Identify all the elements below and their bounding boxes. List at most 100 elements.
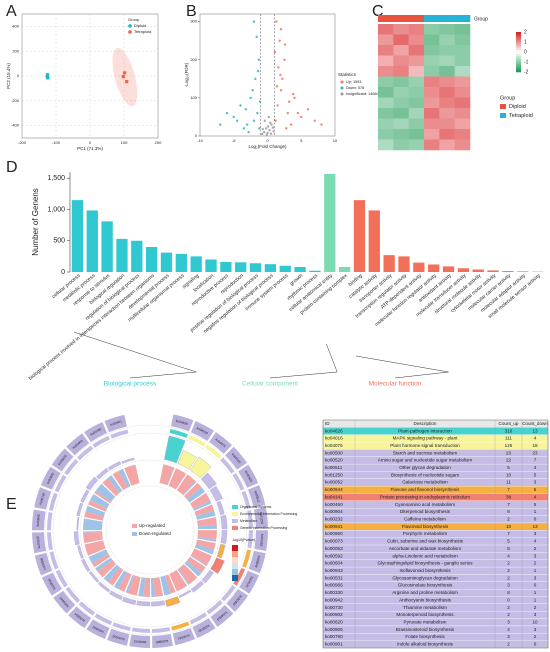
heatmap-cell — [439, 55, 455, 67]
table-cell: Isoflavonoid biosynthesis — [399, 568, 451, 573]
count-bar — [88, 571, 100, 583]
sector-id: ko00944 — [254, 555, 261, 568]
heatmap-cell — [393, 45, 409, 56]
table-header: Count_up — [499, 421, 519, 426]
down-sector — [107, 475, 123, 493]
colorbar-step — [232, 545, 238, 551]
point — [45, 73, 50, 77]
colorbar-step — [516, 60, 521, 63]
class-sector — [48, 492, 58, 511]
heatmap-cell — [408, 24, 425, 35]
table-header: Description — [414, 421, 437, 426]
point — [254, 77, 257, 81]
down-sector — [125, 574, 135, 594]
count-bar — [107, 461, 122, 471]
point — [265, 133, 269, 137]
group-bracket — [355, 355, 449, 379]
point — [273, 50, 277, 54]
down-sector — [113, 570, 128, 590]
point — [249, 96, 252, 100]
group-annotation — [408, 15, 425, 22]
outer-sector — [254, 530, 268, 551]
point — [291, 92, 295, 96]
table-cell: 4 — [507, 553, 510, 558]
sector-id: ko00592 — [92, 625, 105, 634]
table-cell: Starch and sucrose metabolism — [393, 450, 458, 455]
legend-swatch — [232, 512, 238, 516]
sector-id: ko00943 — [58, 596, 69, 608]
legend-label: Insignificant: 14684 — [346, 92, 379, 96]
count-bar — [136, 600, 151, 607]
bar — [517, 271, 529, 272]
bar — [472, 269, 484, 272]
down-sector — [186, 487, 206, 503]
down-sector — [184, 560, 202, 577]
table-cell: 5 — [507, 465, 510, 470]
down-sector — [177, 568, 190, 585]
sector-id: ko00941 — [177, 633, 190, 641]
point — [219, 123, 222, 126]
outer-sector — [172, 627, 196, 646]
x-axis-label: Log₂(Fold Change) — [248, 144, 287, 149]
x-tick-label: 100 — [121, 140, 128, 145]
table-cell: Folate biosynthesis — [405, 634, 445, 639]
heatmap-cell — [378, 45, 394, 56]
table-cell: 7 — [507, 502, 510, 507]
sector-id: ko00902 — [46, 472, 55, 485]
heatmap-cell — [454, 97, 471, 109]
heatmap-cell — [454, 139, 471, 151]
sector-id: ko04141 — [245, 576, 254, 589]
x-tick-label: -10 — [197, 138, 204, 143]
sector-id: ko00073 — [134, 639, 147, 644]
outer-sector — [84, 422, 108, 443]
point — [258, 127, 261, 130]
count-bar — [76, 517, 80, 531]
up-sector — [168, 468, 186, 490]
heatmap-cell — [424, 87, 440, 98]
point — [242, 127, 246, 130]
outer-sector — [152, 633, 173, 648]
heatmap-cell — [378, 24, 394, 35]
table-cell: 2 — [507, 575, 510, 580]
up-sector — [83, 531, 103, 544]
point — [251, 89, 254, 92]
point — [264, 127, 268, 130]
class-sector — [151, 627, 171, 633]
bar — [264, 264, 277, 272]
table-cell: 3 — [534, 612, 537, 617]
up-sector — [124, 464, 140, 486]
sector-id: ko00730 — [39, 492, 46, 505]
up-sector — [190, 548, 212, 566]
sector-id: ko04075 — [215, 437, 227, 448]
table-cell: Flavonoid biosynthesis — [402, 524, 449, 529]
count-bar — [80, 489, 90, 503]
y-tick-label: 200 — [190, 57, 197, 62]
sector-id: ko00904 — [216, 611, 228, 622]
point — [266, 131, 269, 135]
point — [269, 121, 272, 124]
class-sector — [232, 473, 245, 491]
legend-swatch — [128, 24, 132, 28]
legend-title: Group — [128, 17, 140, 22]
table-cell: 3 — [534, 575, 537, 580]
point — [296, 111, 300, 115]
up-sector — [88, 500, 108, 512]
point — [271, 126, 275, 129]
class-sector — [64, 458, 79, 476]
table-cell: Anthocyanin biosynthesis — [399, 597, 452, 602]
point — [255, 35, 258, 39]
colorbar-step — [516, 52, 521, 55]
point — [252, 20, 256, 23]
table-cell: 2 — [534, 605, 537, 610]
heatmap-cell — [439, 118, 455, 130]
legend-label: Organismal Systems — [240, 505, 272, 509]
table-cell: 0 — [534, 642, 537, 647]
legend-label: Diploid — [509, 104, 526, 110]
y-axis-label: -Log₁₀(FDR) — [184, 62, 189, 87]
colorbar-tick-label: 0 — [524, 49, 527, 55]
class-sector — [49, 551, 59, 570]
point — [256, 69, 260, 73]
point — [269, 132, 273, 135]
heatmap-cell — [393, 87, 409, 98]
y-tick-label: 1,000 — [47, 206, 65, 213]
